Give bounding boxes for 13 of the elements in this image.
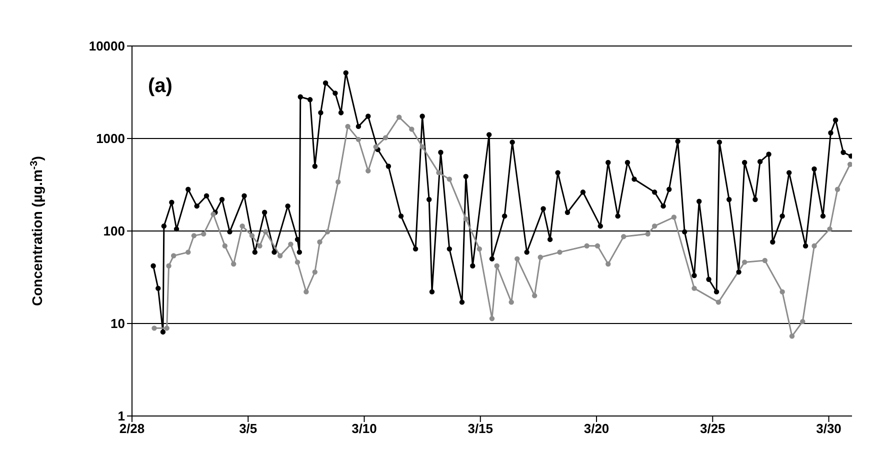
y-tick-label: 10 [110, 316, 125, 332]
x-tick-label: 3/30 [816, 421, 842, 436]
x-tick-label: 2/28 [119, 421, 145, 436]
x-tick-label: 3/20 [584, 421, 610, 436]
y-tick-label: 1000 [96, 131, 125, 146]
x-tick-label: 3/10 [352, 421, 377, 436]
y-tick-label: 100 [103, 224, 125, 239]
y-tick-label: 10000 [88, 38, 125, 54]
annotation: (a) [148, 75, 172, 97]
y-tick-label: 1 [118, 408, 125, 424]
x-tick-label: 3/5 [239, 421, 258, 436]
x-tick-label: 3/25 [700, 421, 726, 436]
x-tick-label: 3/15 [468, 421, 494, 436]
